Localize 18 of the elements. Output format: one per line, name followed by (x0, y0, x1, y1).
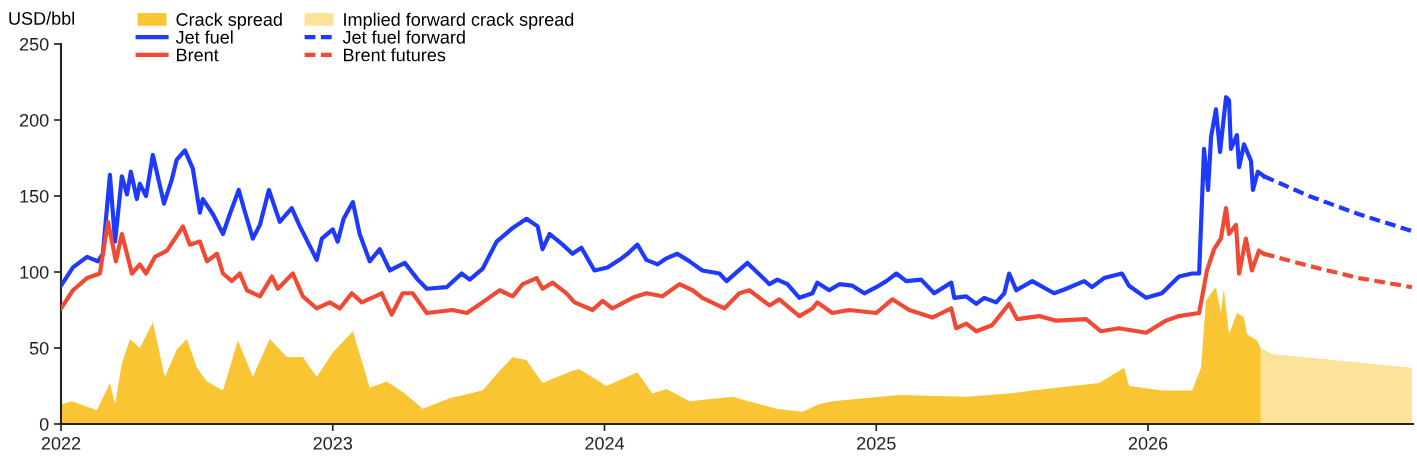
legend-label: Crack spread (176, 12, 282, 30)
y-tick-label: 200 (19, 113, 49, 127)
legend-label: Brent (177, 48, 219, 62)
legend-label: Brent futures (343, 48, 446, 62)
x-tick-label: 2025 (857, 436, 896, 450)
x-tick-label: 2023 (313, 436, 353, 450)
legend-label: Jet fuel (175, 30, 233, 44)
y-tick-label: 100 (20, 265, 49, 279)
x-tick-label: 2026 (1128, 436, 1168, 450)
y-axis-title: USD/bbl (9, 11, 75, 25)
legend-label: Jet fuel forward (342, 30, 465, 44)
x-tick-label: 2024 (585, 436, 625, 450)
y-tick-label: 250 (19, 37, 49, 51)
x-tick-label: 2022 (41, 436, 81, 450)
y-tick-label: 150 (20, 189, 49, 203)
y-tick-label: 50 (29, 341, 49, 355)
y-tick-label: 0 (39, 417, 49, 431)
legend-label: Implied forward crack spread (344, 12, 574, 30)
